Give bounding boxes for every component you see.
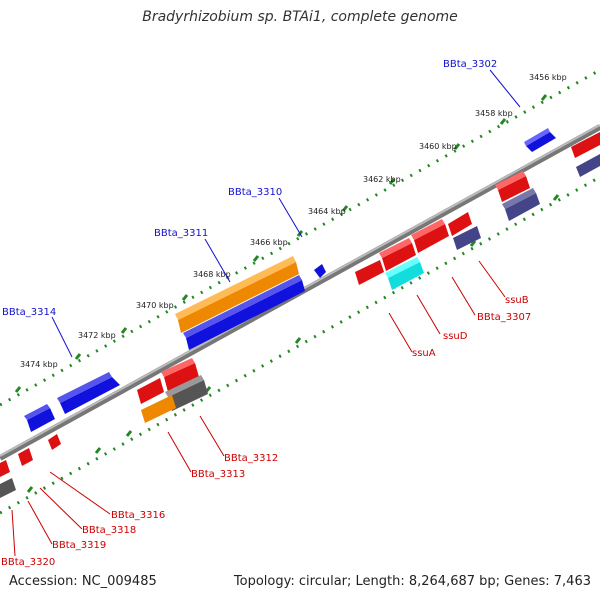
lower-label-connectors xyxy=(11,260,506,557)
ruler-tick xyxy=(388,178,396,185)
ruler-tick xyxy=(469,240,477,247)
ruler-tick xyxy=(120,327,128,334)
gene-label[interactable]: BBta_3310 xyxy=(228,187,282,198)
ruler-label: 3460 kbp xyxy=(419,142,457,151)
gene-feature[interactable] xyxy=(505,193,540,221)
ruler-label: 3470 kbp xyxy=(136,301,174,310)
ruler-tick xyxy=(181,294,189,301)
ruler-tick xyxy=(499,118,507,125)
ruler-tick xyxy=(540,94,548,101)
gene-label[interactable]: BBta_3319 xyxy=(52,540,106,551)
gene-feature[interactable] xyxy=(60,377,120,414)
gene-label[interactable]: BBta_3320 xyxy=(1,557,55,568)
gene-feature[interactable] xyxy=(57,372,112,403)
gene-feature[interactable] xyxy=(165,375,204,397)
gene-feature[interactable] xyxy=(0,460,10,477)
gene-feature[interactable] xyxy=(24,404,50,420)
gene-label[interactable]: BBta_3316 xyxy=(111,510,165,521)
ruler-tick xyxy=(94,447,102,454)
gene-feature[interactable] xyxy=(382,243,416,271)
gene-feature[interactable] xyxy=(453,226,481,250)
gene-feature[interactable] xyxy=(168,380,208,411)
ruler-tick xyxy=(453,143,461,150)
gene-label[interactable]: BBta_3311 xyxy=(154,228,208,239)
gene-feature[interactable] xyxy=(571,132,600,158)
ruler-label: 3464 kbp xyxy=(308,207,346,216)
upper-strand-genes xyxy=(24,128,556,432)
ruler-tick xyxy=(552,194,560,201)
gene-feature[interactable] xyxy=(502,188,536,209)
ruler-label: 3472 kbp xyxy=(78,331,116,340)
gene-feature[interactable] xyxy=(27,408,55,432)
gene-label[interactable]: BBta_3312 xyxy=(224,453,278,464)
gene-feature[interactable] xyxy=(379,238,412,258)
ruler-label: 3468 kbp xyxy=(193,270,231,279)
gene-feature[interactable] xyxy=(141,395,176,423)
gene-feature[interactable] xyxy=(495,171,526,190)
ruler-tick xyxy=(294,337,302,344)
gene-feature[interactable] xyxy=(388,262,424,290)
ruler-label: 3458 kbp xyxy=(475,109,513,118)
gene-feature[interactable] xyxy=(48,434,61,450)
map-title: Bradyrhizobium sp. BTAi1, complete genom… xyxy=(142,9,458,25)
gene-feature[interactable] xyxy=(178,262,299,333)
gene-feature[interactable] xyxy=(448,212,472,236)
gene-feature[interactable] xyxy=(314,264,326,278)
gene-feature[interactable] xyxy=(18,448,33,466)
gene-feature[interactable] xyxy=(576,154,600,177)
gene-feature[interactable] xyxy=(164,363,199,392)
accession-text: Accession: NC_009485 xyxy=(9,574,157,589)
gene-feature[interactable] xyxy=(526,132,556,152)
gene-feature[interactable] xyxy=(186,280,305,350)
genome-summary: Topology: circular; Length: 8,264,687 bp… xyxy=(233,574,591,589)
ruler-tick xyxy=(26,486,34,493)
gene-label[interactable]: BBta_3302 xyxy=(443,59,497,70)
gene-feature[interactable] xyxy=(414,224,449,253)
gene-feature[interactable] xyxy=(355,260,384,285)
gene-feature[interactable] xyxy=(175,256,296,320)
gene-label[interactable]: BBta_3318 xyxy=(82,525,136,536)
ruler-tick xyxy=(14,386,22,393)
ruler-label: 3466 kbp xyxy=(250,238,288,247)
gene-feature[interactable] xyxy=(183,275,302,338)
gene-feature[interactable] xyxy=(498,176,530,202)
ruler-tick xyxy=(341,205,349,212)
ruler-tick xyxy=(74,353,82,360)
gene-feature[interactable] xyxy=(137,378,164,404)
gene-feature[interactable] xyxy=(524,128,550,146)
lower-dotted-track xyxy=(0,175,600,515)
gene-label[interactable]: ssuB xyxy=(505,295,529,306)
ruler-tick xyxy=(125,430,133,437)
gene-label[interactable]: BBta_3313 xyxy=(191,469,245,480)
ruler-label: 3462 kbp xyxy=(363,175,401,184)
gene-label[interactable]: BBta_3307 xyxy=(477,312,531,323)
ruler-tick xyxy=(252,255,260,262)
gene-label[interactable]: ssuA xyxy=(412,348,436,359)
gene-label[interactable]: BBta_3314 xyxy=(2,307,56,318)
ruler-label: 3456 kbp xyxy=(529,73,567,82)
upper-dotted-track xyxy=(0,68,600,407)
lower-strand-genes xyxy=(0,132,600,498)
gene-feature[interactable] xyxy=(161,358,195,377)
gene-feature[interactable] xyxy=(0,478,16,498)
upper-label-connectors xyxy=(51,69,521,358)
gene-label[interactable]: ssuD xyxy=(443,331,468,342)
gene-feature[interactable] xyxy=(411,219,445,240)
ruler-label: 3474 kbp xyxy=(20,360,58,369)
gene-feature[interactable] xyxy=(385,257,420,278)
